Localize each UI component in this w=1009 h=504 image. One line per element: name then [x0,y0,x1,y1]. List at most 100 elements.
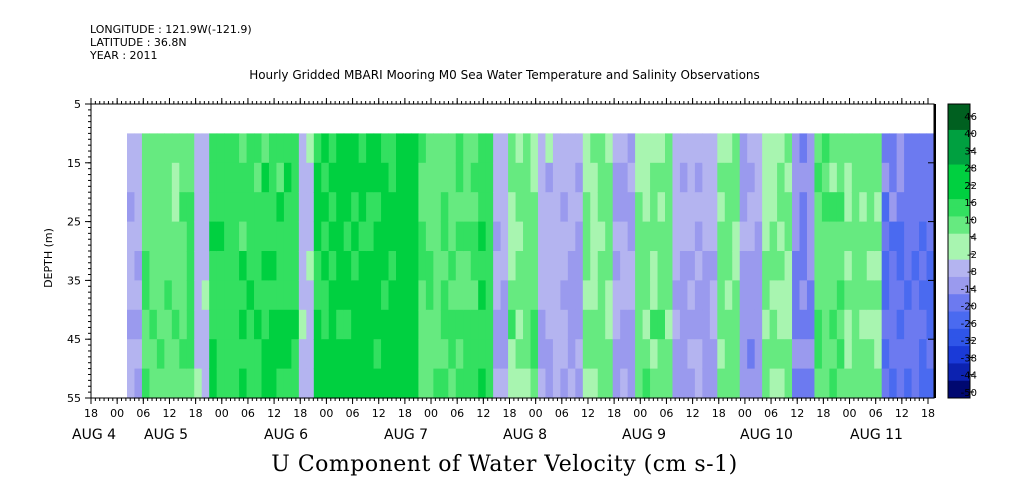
colorbar-label: -8 [967,267,977,278]
heat-cell [717,280,726,311]
heat-cell [418,280,427,311]
heat-cell [186,309,195,340]
heat-cell [336,368,345,399]
heat-cell [904,280,913,311]
heat-cell [612,309,621,340]
heat-cell [403,133,412,164]
heat-cell [500,221,509,252]
heat-cell [201,162,210,193]
heat-cell [769,309,778,340]
heat-cell [642,309,651,340]
heat-cell [709,309,718,340]
heat-cell [351,192,360,223]
heat-cell [762,162,771,193]
colorbar-label: 34 [964,146,977,157]
heat-cell [687,192,696,223]
heat-cell [268,339,278,370]
heat-cell [141,309,151,340]
heat-cell [530,309,539,340]
x-day-label: AUG 11 [850,427,903,443]
heat-cell [567,251,576,281]
heat-cell [440,339,449,370]
heat-cell [777,309,786,340]
heat-cell [149,368,158,399]
heat-cell [582,339,591,370]
heat-cell [321,280,330,311]
heat-cell [313,251,322,281]
heat-cell [889,221,898,252]
y-tick-label: 5 [74,98,81,111]
heat-cell [433,251,442,281]
heat-cell [806,133,816,164]
heat-cell [261,280,270,311]
heat-cell [418,133,427,164]
heat-cell [493,251,502,281]
heat-cell [762,339,771,370]
heat-cell [612,251,621,281]
heat-cell [896,192,905,223]
heat-cell [911,133,920,164]
heat-cell [687,309,696,340]
heat-cell [388,221,397,252]
heat-cell [642,339,651,370]
colorbar-label: -26 [961,319,977,330]
heat-cell [889,251,898,281]
heat-cell [231,368,240,399]
heat-cell [739,221,748,252]
colorbar-swatch [948,311,970,321]
heat-cell [298,133,307,164]
heat-cell [829,221,838,252]
x-hour-label: 18 [607,407,621,420]
heat-cell [642,133,651,164]
heat-cell [358,162,367,193]
heat-cell [448,162,457,193]
heat-cell [381,162,390,193]
heat-cell [403,192,412,223]
heat-cell [814,133,823,164]
heat-cell [575,251,584,281]
heat-cell [859,368,868,399]
heat-cell [911,251,920,281]
colorbar-swatch [948,380,970,390]
heat-cell [313,133,322,164]
heat-cell [650,309,659,340]
heat-cell [904,339,913,370]
heat-cell [313,221,322,252]
heat-cell [358,309,367,340]
heat-cell [336,339,345,370]
colorbar-swatch [948,346,970,356]
heat-cell [836,339,845,370]
heat-cell [784,251,793,281]
heat-cell [313,309,322,340]
heat-cell [201,280,210,311]
heat-cell [792,368,801,399]
heat-cell [463,162,472,193]
x-day-label: AUG 8 [503,427,547,443]
heat-cell [478,309,487,340]
heat-cell [328,251,337,281]
heat-cell [298,221,307,252]
heat-cell [455,221,464,252]
heat-cell [851,339,860,370]
y-tick-label: 45 [67,333,81,346]
heat-cell [814,162,823,193]
heat-cell [448,192,457,223]
heat-cell [702,221,711,252]
heat-cell [485,192,494,223]
heat-cell [657,339,666,370]
heat-cell [396,251,405,281]
heat-cell [889,162,898,193]
heat-cell [620,162,629,193]
heat-cell [179,339,188,370]
heat-cell [164,133,173,164]
heat-cell [313,280,322,311]
heat-cell [612,368,621,399]
heat-cell [141,251,151,281]
heat-cell [470,309,479,340]
heat-cell [254,192,263,223]
heat-cell [201,309,210,340]
heat-cell [806,368,816,399]
colorbar-swatch [948,121,970,131]
colorbar-swatch [948,138,970,148]
heat-cell [224,280,233,311]
